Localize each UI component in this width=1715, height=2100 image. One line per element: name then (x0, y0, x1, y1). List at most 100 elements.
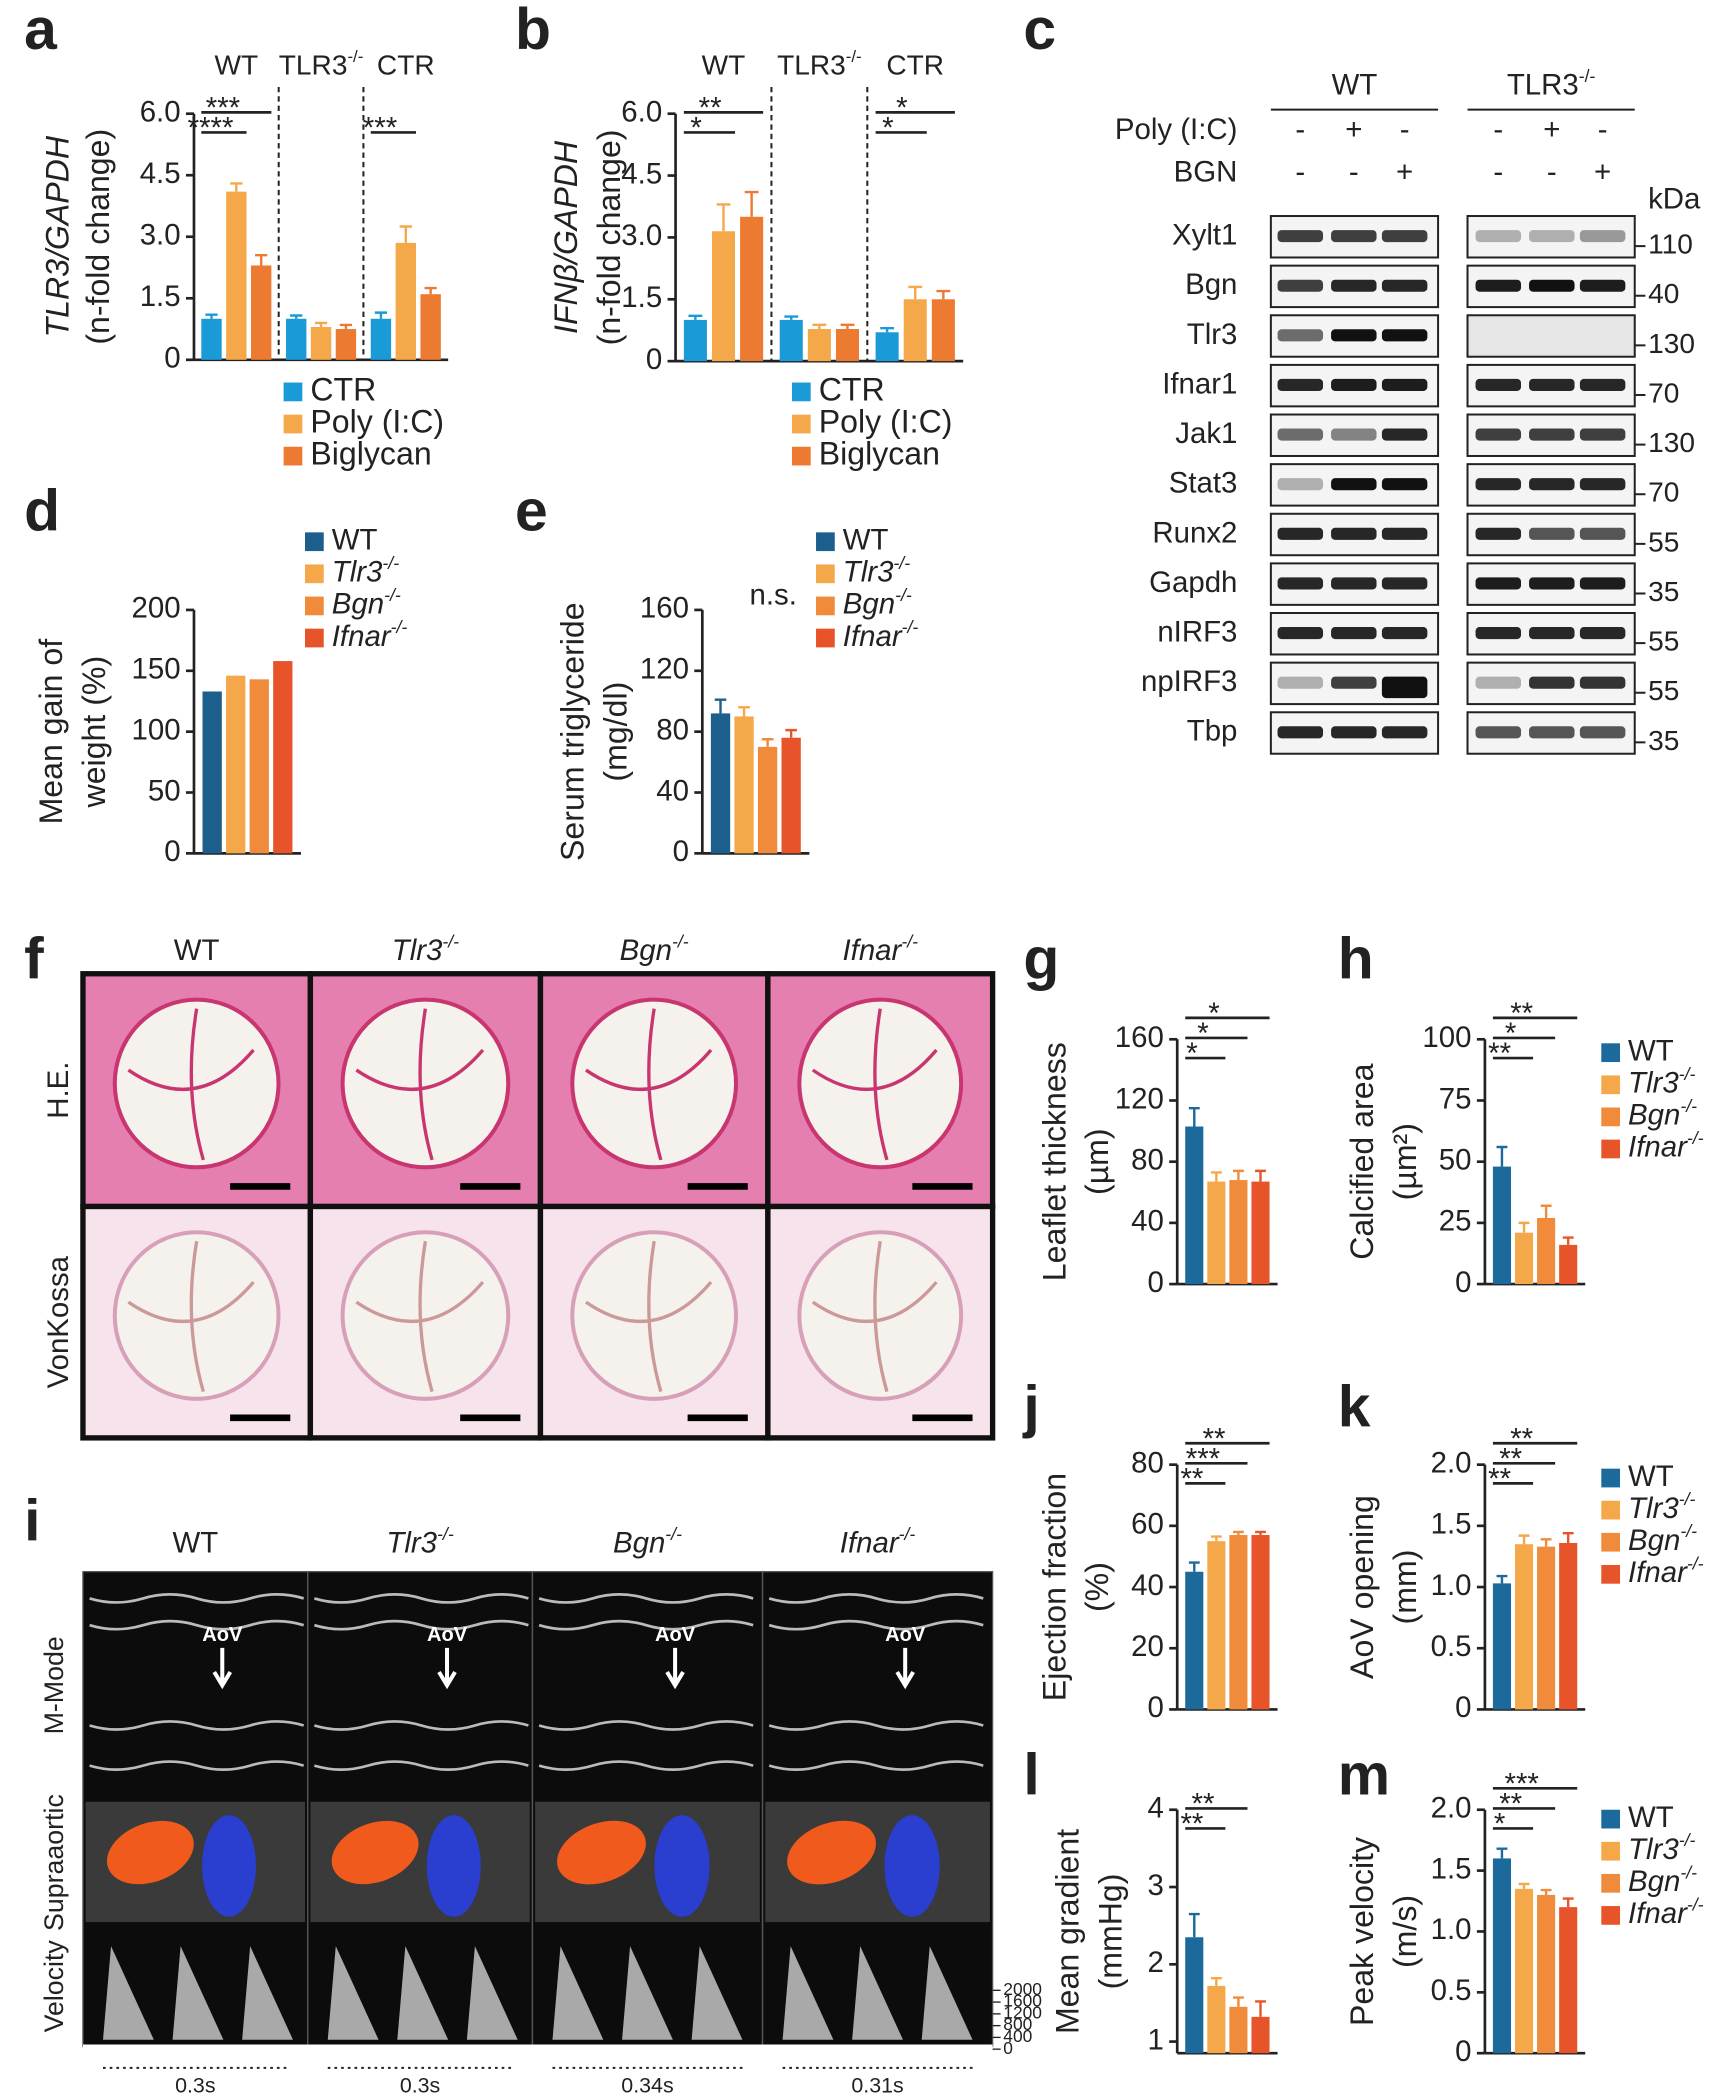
treatment-sign: + (1396, 156, 1413, 189)
blot-band (1381, 230, 1428, 243)
bar (1251, 2016, 1270, 2054)
bar (1514, 1232, 1534, 1285)
legend-swatch (1601, 1906, 1621, 1925)
error-bar (1562, 1236, 1574, 1245)
bar (1492, 1166, 1512, 1285)
blot-band (1475, 726, 1522, 739)
y-tick-label: 200 (132, 592, 181, 625)
significance-label: ** (1192, 1787, 1215, 1820)
protein-label: Bgn (1185, 268, 1237, 301)
legend-swatch (1601, 1107, 1621, 1127)
protein-label: Xylt1 (1172, 219, 1237, 252)
blot-band (1277, 676, 1324, 689)
velocity-scale-label: 800 (1003, 2014, 1032, 2034)
velocity-spike (921, 1946, 973, 2040)
y-tick-label: 1.5 (621, 281, 662, 314)
velocity-spike (103, 1946, 154, 2040)
velocity-spike (852, 1946, 903, 2040)
aov-arrow (437, 1647, 457, 1690)
error-bar (784, 315, 799, 320)
column-label: WT (174, 934, 220, 967)
error-bar (908, 285, 923, 300)
note: n.s. (750, 578, 797, 611)
blot-band (1331, 577, 1377, 590)
legend-label: WT (1628, 1034, 1674, 1067)
y-tick-label: 6.0 (621, 95, 662, 128)
legend-label: Tlr3-/- (1628, 1830, 1695, 1866)
y-tick-label: 0 (164, 835, 180, 868)
y-axis-label: weight (%) (76, 656, 112, 809)
treatment-sign: + (1594, 156, 1611, 189)
bar (1185, 1937, 1204, 2054)
bar (903, 299, 927, 362)
y-tick-label: 3.0 (621, 219, 662, 252)
protein-label: Jak1 (1175, 417, 1237, 450)
bar (757, 746, 778, 854)
legend-swatch (1601, 1043, 1621, 1063)
blot-band (1277, 329, 1324, 342)
legend-label: Biglycan (819, 436, 940, 472)
error-bar (1188, 1561, 1200, 1572)
legend-swatch (791, 446, 811, 466)
significance-label: ** (1488, 1037, 1511, 1070)
error-bar (1496, 1847, 1508, 1859)
panel-letter: f (24, 927, 44, 992)
marker-label: 55 (1648, 526, 1679, 557)
y-tick-label: 0 (1455, 1266, 1471, 1299)
error-bar (1518, 1882, 1530, 1889)
y-tick-label: 0 (673, 835, 689, 868)
bar (835, 328, 860, 362)
blot-band (1331, 726, 1377, 739)
blot-band (1579, 726, 1626, 739)
bar (740, 216, 764, 362)
column-label: WT (172, 1527, 218, 1560)
significance-label: ** (1203, 1422, 1226, 1455)
m-mode-trace (538, 1760, 754, 1771)
bar (370, 318, 392, 360)
protein-label: Runx2 (1152, 516, 1237, 549)
error-bar (424, 286, 437, 295)
aov-label: AoV (427, 1624, 468, 1646)
error-bar (761, 738, 774, 747)
error-bar (880, 326, 895, 333)
y-axis-label: (mmHg) (1092, 1874, 1128, 1990)
velocity-spike (691, 1946, 743, 2040)
legend-label: Bgn-/- (1628, 1521, 1697, 1557)
legend-swatch (1601, 1873, 1621, 1893)
blot-band (1579, 478, 1626, 491)
bar (395, 242, 416, 360)
blot-band (1331, 428, 1377, 441)
velocity-scale-label: 2000 (1003, 1979, 1042, 1999)
velocity-spike (327, 1946, 379, 2040)
error-bar (1232, 1996, 1244, 2007)
marker-label: 130 (1648, 427, 1695, 458)
significance-label: * (1197, 1017, 1208, 1050)
y-tick-label: 1.5 (1431, 1508, 1472, 1541)
m-mode-trace (768, 1619, 984, 1631)
legend-label: Tlr3-/- (1628, 1489, 1695, 1525)
legend-label: Ifnar-/- (1628, 1894, 1704, 1930)
doppler-red (787, 1820, 876, 1885)
velocity-spike (782, 1946, 834, 2040)
bar (250, 265, 272, 360)
treatment-sign: - (1493, 113, 1503, 146)
bar (1229, 1180, 1248, 1285)
y-tick-label: 0.5 (1431, 1974, 1472, 2007)
blot-band (1331, 329, 1377, 342)
bar (875, 332, 899, 362)
valve-leaflet (811, 1240, 938, 1393)
error-bar (1496, 1145, 1508, 1167)
legend-swatch (305, 532, 324, 552)
bar (779, 319, 803, 362)
velocity-scale-label: 0 (1003, 2038, 1013, 2058)
treatment-sign: - (1295, 113, 1305, 146)
significance-label: * (1505, 1017, 1516, 1050)
blot-band (1529, 230, 1575, 243)
blot-band (1529, 478, 1575, 491)
significance-label: ** (1510, 997, 1533, 1030)
blot-band (1529, 577, 1575, 590)
y-tick-label: 40 (656, 774, 689, 807)
blot-band (1381, 527, 1428, 540)
legend-label: Bgn-/- (1628, 1862, 1697, 1898)
bar (226, 675, 246, 854)
